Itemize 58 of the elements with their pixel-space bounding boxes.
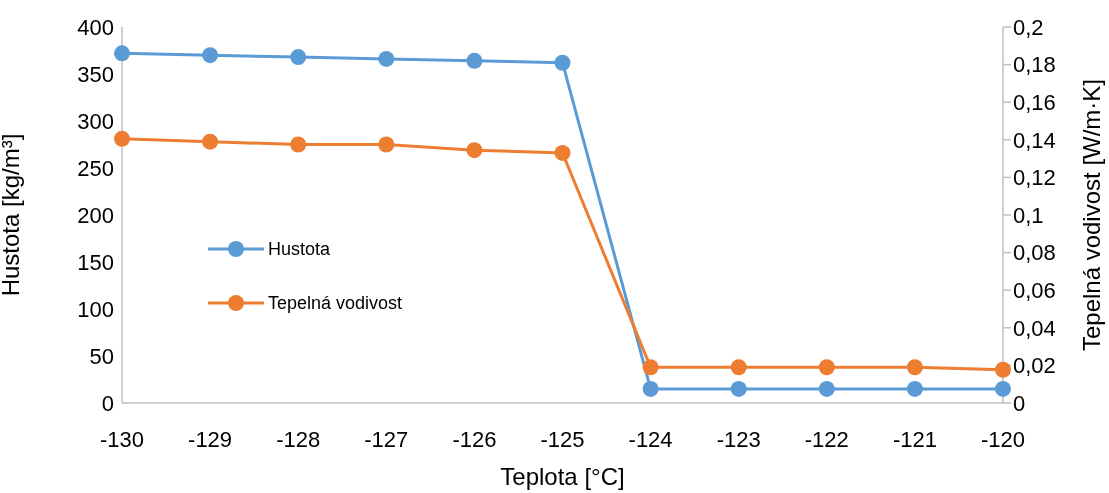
point <box>554 54 571 71</box>
x-tick-label: -130 <box>99 426 145 452</box>
point <box>290 136 307 153</box>
x-tick-label: -122 <box>804 426 849 452</box>
point <box>114 130 130 147</box>
x-tick-label: -124 <box>628 426 673 452</box>
point <box>995 361 1011 378</box>
x-tick-label: -129 <box>188 426 233 452</box>
y2-tick-label: 0,18 <box>1013 52 1056 78</box>
y2-tick-label: 0,14 <box>1013 127 1056 153</box>
y2-tick-label: 0,12 <box>1013 165 1056 191</box>
y-tick-label: 200 <box>77 202 114 228</box>
point <box>202 47 219 64</box>
x-tick-label: -120 <box>980 426 1026 452</box>
y-tick-label: 250 <box>77 155 114 181</box>
y2-axis-title: Tepelná vodivost [W/m·K] <box>1077 78 1105 352</box>
point <box>378 136 395 153</box>
y-tick-label: 100 <box>77 296 114 322</box>
point <box>642 359 659 376</box>
x-tick-label: -121 <box>892 426 937 452</box>
y2-tick-label: 0,02 <box>1013 353 1056 379</box>
y-tick-label: 350 <box>77 61 114 87</box>
y2-tick-label: 0 <box>1013 390 1026 416</box>
point <box>995 380 1011 397</box>
point <box>114 45 130 62</box>
point <box>466 52 483 69</box>
point <box>554 144 571 161</box>
point <box>290 49 307 66</box>
point <box>730 380 747 397</box>
y-tick-label: 400 <box>77 14 114 40</box>
point <box>378 50 395 67</box>
y2-tick-label: 0,16 <box>1013 90 1056 116</box>
y2-tick-label: 0,06 <box>1013 278 1056 304</box>
y2-tick-label: 0,04 <box>1013 315 1056 341</box>
x-tick-label: -125 <box>540 426 585 452</box>
y-tick-label: 50 <box>89 343 114 369</box>
y2-tick-label: 0,08 <box>1013 240 1056 266</box>
point <box>466 142 483 159</box>
point <box>906 380 923 397</box>
point <box>202 133 219 150</box>
y-axis-title: Hustota [kg/m³] <box>0 133 24 297</box>
y-tick-label: 0 <box>101 390 114 416</box>
x-tick-label: -127 <box>364 426 409 452</box>
legend-label: Tepelná vodivost <box>268 292 403 314</box>
x-axis-title: Teplota [°C] <box>500 463 625 490</box>
y2-tick-label: 0,1 <box>1013 202 1044 228</box>
point <box>818 359 835 376</box>
y-tick-label: 150 <box>77 249 114 275</box>
x-tick-label: -123 <box>716 426 761 452</box>
y2-tick-label: 0,2 <box>1013 14 1044 40</box>
legend-label: Hustota <box>268 238 331 260</box>
y-tick-label: 300 <box>77 108 114 134</box>
point <box>730 359 747 376</box>
point <box>906 359 923 376</box>
x-tick-label: -128 <box>276 426 321 452</box>
point <box>818 380 835 397</box>
point <box>642 380 659 397</box>
x-tick-label: -126 <box>452 426 497 452</box>
